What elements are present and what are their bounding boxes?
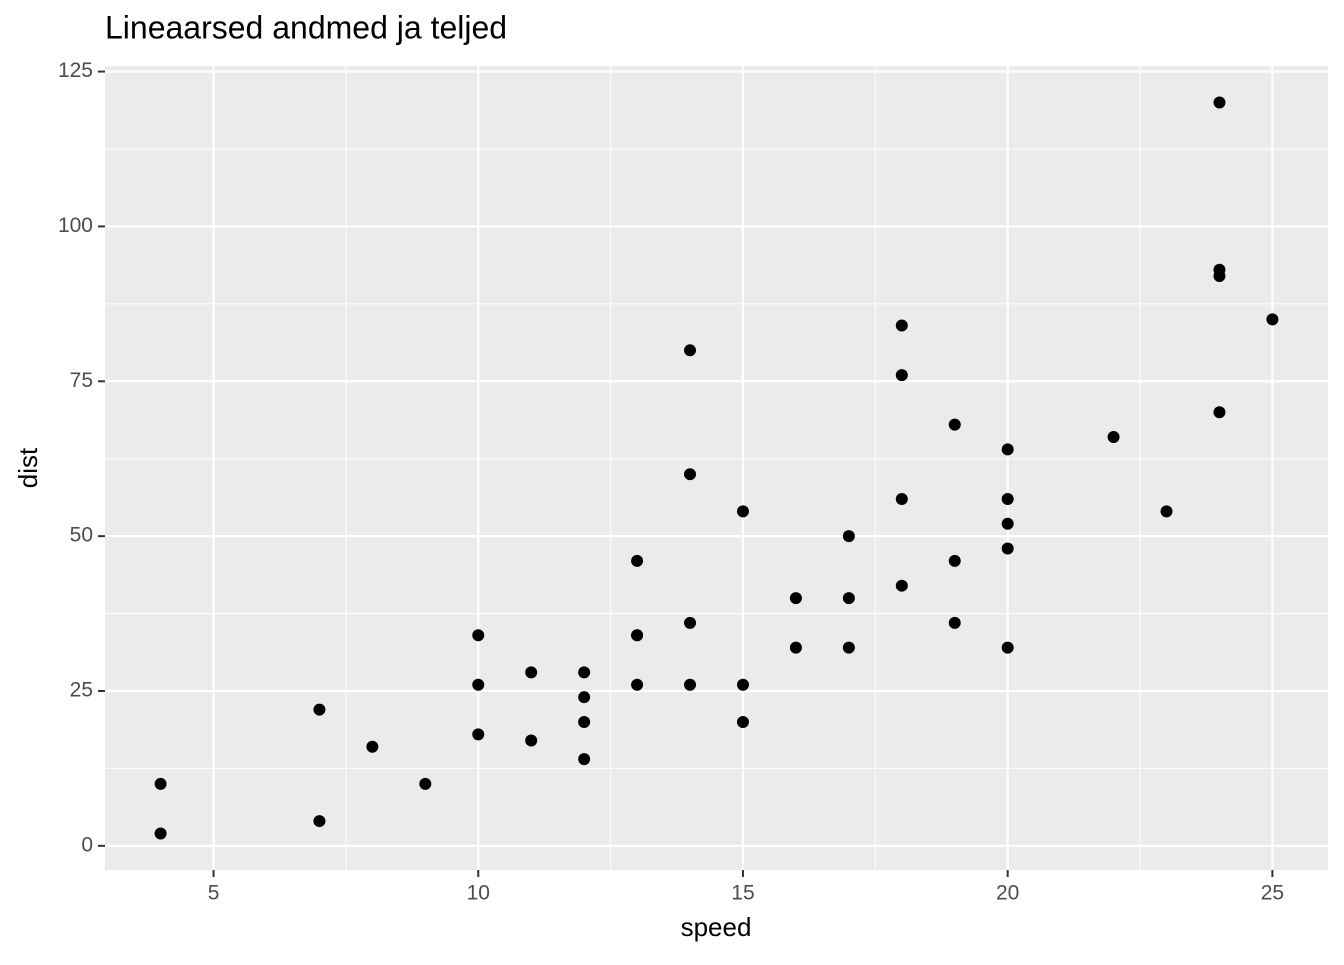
point	[578, 715, 591, 728]
y-tick-label: 25	[70, 679, 93, 702]
point	[895, 319, 908, 332]
point	[631, 678, 644, 691]
y-tick-label: 125	[58, 59, 93, 82]
point	[684, 678, 697, 691]
point	[684, 468, 697, 481]
point	[1001, 492, 1014, 505]
y-tick-label: 0	[81, 833, 93, 856]
point	[842, 641, 855, 654]
point	[684, 344, 697, 357]
point	[419, 777, 432, 790]
y-tick-label: 75	[70, 369, 93, 392]
point	[1266, 313, 1279, 326]
x-axis-label: speed	[681, 912, 752, 942]
point	[1213, 406, 1226, 419]
point	[895, 369, 908, 382]
point	[948, 616, 961, 629]
point	[313, 815, 326, 828]
point	[842, 592, 855, 605]
point	[631, 554, 644, 567]
point	[578, 691, 591, 704]
point	[789, 641, 802, 654]
x-tick-label: 10	[467, 882, 490, 905]
point	[736, 678, 749, 691]
point	[154, 777, 167, 790]
y-axis-label: dist	[13, 447, 43, 488]
point	[1107, 431, 1120, 444]
panel	[105, 66, 1328, 870]
x-tick-label: 15	[731, 882, 754, 905]
x-tick-label: 5	[208, 882, 220, 905]
point	[525, 734, 538, 747]
x-tick-label: 20	[996, 882, 1019, 905]
point	[154, 827, 167, 840]
point	[736, 505, 749, 518]
point	[472, 678, 485, 691]
point	[366, 740, 379, 753]
point	[948, 418, 961, 431]
point	[313, 703, 326, 716]
point	[895, 579, 908, 592]
point	[736, 715, 749, 728]
point	[1001, 517, 1014, 530]
point	[472, 629, 485, 642]
point	[789, 592, 802, 605]
point	[1001, 443, 1014, 456]
point	[842, 530, 855, 543]
point	[631, 629, 644, 642]
point	[684, 616, 697, 629]
point	[1213, 263, 1226, 276]
point	[1213, 96, 1226, 109]
y-tick-label: 50	[70, 524, 93, 547]
point	[1160, 505, 1173, 518]
y-tick-label: 100	[58, 214, 93, 237]
point	[472, 728, 485, 741]
point	[948, 554, 961, 567]
point	[578, 753, 591, 766]
chart-title: Lineaarsed andmed ja teljed	[105, 9, 507, 45]
point	[1001, 641, 1014, 654]
point	[525, 666, 538, 679]
x-tick-label: 25	[1261, 882, 1284, 905]
point	[895, 492, 908, 505]
point	[1001, 542, 1014, 555]
point	[578, 666, 591, 679]
